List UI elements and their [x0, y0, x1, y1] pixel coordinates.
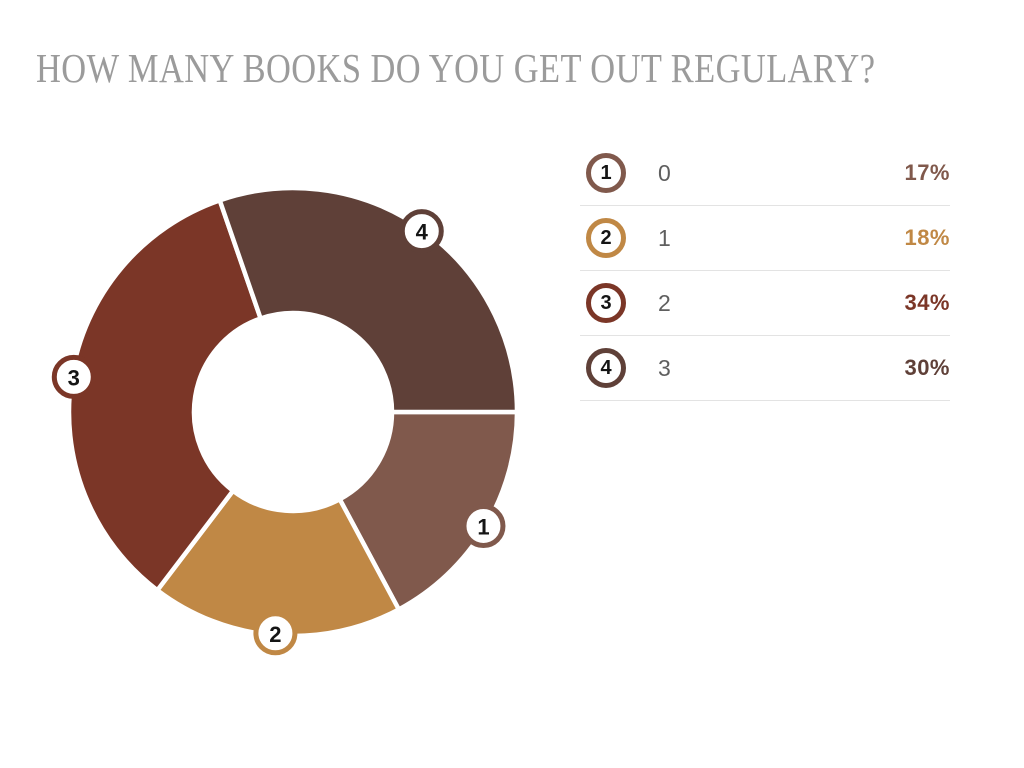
legend-percent: 18% [904, 225, 950, 250]
legend-percent: 30% [904, 355, 950, 380]
legend-series-number: 4 [600, 356, 612, 379]
donut-chart-svg: 1 2 3 4 [51, 185, 520, 656]
legend-series-badge-1: 1 [586, 153, 626, 193]
legend-percent: 34% [904, 290, 950, 315]
donut-slice-4 [216, 185, 520, 415]
slice-number-badge-1: 1 [461, 504, 506, 549]
legend-label: 0 [658, 159, 671, 186]
slice-number-badge-3: 3 [51, 354, 96, 399]
chart-title: HOW MANY BOOKS DO YOU GET OUT REGULARY? [36, 45, 876, 91]
legend-series-badge-4: 4 [586, 348, 626, 388]
slice-number-badge-4: 4 [399, 209, 444, 254]
svg-text:2: 2 [269, 622, 281, 647]
legend-row-3: 3 2 34% [580, 271, 950, 336]
legend-label: 3 [658, 354, 671, 381]
legend-series-badge-2: 2 [586, 218, 626, 258]
slice-number-badge-2: 2 [253, 611, 298, 656]
legend-row-4: 4 3 30% [580, 336, 950, 401]
donut-slice-3 [66, 197, 264, 594]
donut-slice-2 [154, 487, 402, 639]
donut-chart: 1 2 3 4 [23, 142, 563, 682]
svg-text:3: 3 [68, 365, 80, 390]
legend-row-1: 1 0 17% [580, 141, 950, 206]
chart-legend: 1 0 17% 2 1 18% 3 2 34% 4 3 30% [580, 141, 950, 401]
legend-series-badge-3: 3 [586, 283, 626, 323]
legend-series-number: 2 [600, 226, 612, 249]
svg-text:1: 1 [477, 515, 489, 540]
legend-series-number: 1 [600, 161, 612, 184]
legend-row-2: 2 1 18% [580, 206, 950, 271]
legend-series-number: 3 [600, 291, 612, 314]
legend-label: 2 [658, 289, 671, 316]
legend-label: 1 [658, 224, 671, 251]
svg-text:4: 4 [416, 220, 429, 245]
donut-slice-1 [336, 409, 520, 613]
legend-percent: 17% [904, 160, 950, 185]
